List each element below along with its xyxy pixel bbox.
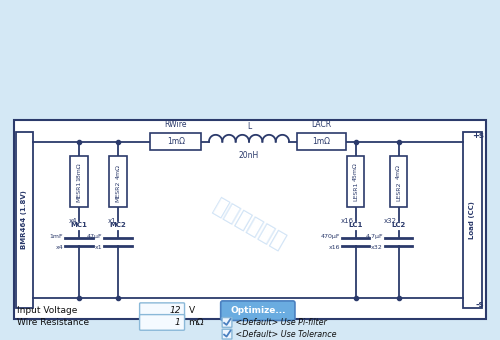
- Text: 4mΩ: 4mΩ: [116, 165, 120, 180]
- Text: x1: x1: [108, 218, 116, 224]
- Text: MESR2: MESR2: [116, 181, 120, 202]
- Text: x32: x32: [371, 245, 383, 250]
- FancyBboxPatch shape: [140, 303, 184, 319]
- Text: LESR2: LESR2: [396, 182, 401, 201]
- FancyBboxPatch shape: [222, 329, 232, 339]
- FancyBboxPatch shape: [140, 314, 184, 330]
- Bar: [463, 132, 481, 308]
- Bar: [297, 133, 346, 151]
- Text: Wire Resistance: Wire Resistance: [18, 318, 90, 327]
- Text: 45mΩ: 45mΩ: [353, 163, 358, 181]
- Text: x16: x16: [340, 218, 353, 224]
- Text: 12: 12: [169, 306, 180, 315]
- Text: -s: -s: [476, 300, 484, 309]
- Text: LC1: LC1: [348, 222, 362, 228]
- Text: x4: x4: [56, 245, 64, 250]
- Text: <Default> Use Tolerance: <Default> Use Tolerance: [234, 330, 337, 339]
- Text: RWire: RWire: [164, 120, 187, 129]
- Text: 20nH: 20nH: [239, 151, 259, 160]
- Text: 1mΩ: 1mΩ: [166, 137, 184, 146]
- Text: MC1: MC1: [70, 222, 88, 228]
- Text: Input Voltage: Input Voltage: [18, 306, 78, 315]
- Text: V: V: [188, 306, 194, 315]
- Bar: [110, 156, 127, 207]
- FancyBboxPatch shape: [220, 301, 295, 321]
- Text: 1: 1: [175, 318, 180, 327]
- Text: BMR464 (1.8V): BMR464 (1.8V): [22, 190, 28, 249]
- Bar: [70, 156, 88, 207]
- Text: +s: +s: [472, 131, 484, 140]
- Text: 4mΩ: 4mΩ: [396, 165, 401, 180]
- Text: LACR: LACR: [312, 120, 332, 129]
- Bar: [16, 132, 33, 308]
- Text: Optimize...: Optimize...: [230, 306, 285, 315]
- Text: 电子技术设计: 电子技术设计: [210, 196, 290, 253]
- Text: x16: x16: [328, 245, 340, 250]
- Text: LC2: LC2: [392, 222, 406, 228]
- Text: 18mΩ: 18mΩ: [76, 163, 82, 181]
- Text: 1mΩ: 1mΩ: [312, 137, 330, 146]
- Text: 4.7μF: 4.7μF: [365, 234, 383, 239]
- Text: 470μF: 470μF: [320, 234, 340, 239]
- Text: 1mF: 1mF: [50, 234, 64, 239]
- Text: MESR1: MESR1: [76, 181, 82, 202]
- Text: mΩ: mΩ: [188, 318, 204, 327]
- Text: x32: x32: [384, 218, 396, 224]
- Bar: [150, 133, 201, 151]
- Bar: [346, 156, 364, 207]
- Text: Load (CC): Load (CC): [470, 201, 476, 239]
- Text: MC2: MC2: [110, 222, 126, 228]
- Text: L: L: [247, 122, 251, 131]
- Text: <Default> Use Pi-filter: <Default> Use Pi-filter: [234, 318, 327, 327]
- Bar: [14, 120, 486, 320]
- Text: x1: x1: [95, 245, 102, 250]
- Bar: [390, 156, 407, 207]
- Text: x4: x4: [68, 218, 77, 224]
- Text: LESR1: LESR1: [353, 182, 358, 201]
- FancyBboxPatch shape: [222, 318, 232, 327]
- Text: 47μF: 47μF: [87, 234, 102, 239]
